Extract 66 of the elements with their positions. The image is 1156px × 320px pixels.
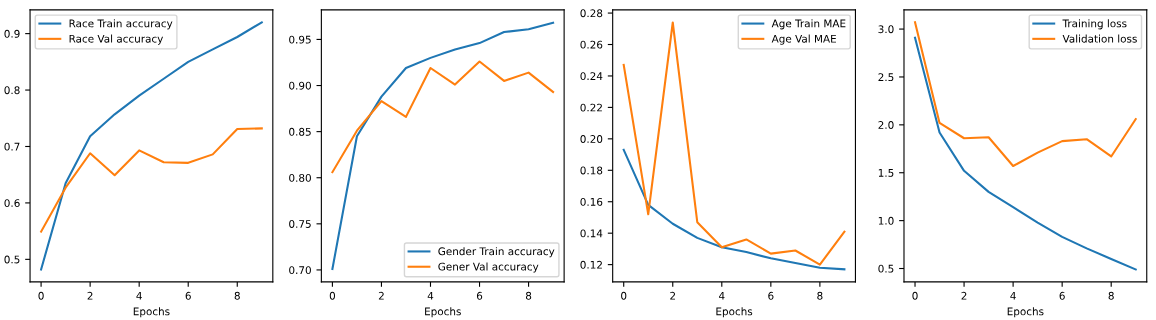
x-tick-label: 2 [378, 291, 384, 300]
y-tick-label: 0.6 [4, 199, 20, 208]
legend-label: Validation loss [1062, 34, 1137, 43]
line-series [331, 60, 555, 174]
x-tick-label: 8 [1108, 291, 1114, 300]
legend-label: Training loss [1062, 19, 1127, 30]
y-tick-label: 0.24 [580, 72, 603, 81]
x-axis-title: Epochs [425, 307, 461, 318]
y-tick-label: 0.20 [580, 135, 603, 143]
x-tick-label: 6 [185, 291, 191, 300]
legend-label: Gender Train accuracy [438, 247, 555, 258]
legend-label: Gener Val accuracy [438, 262, 539, 273]
y-tick-label: 0.12 [580, 260, 602, 269]
x-tick-label: 6 [476, 291, 483, 300]
x-axis-title: Epochs [133, 307, 170, 318]
x-tick-label: 0 [621, 291, 627, 300]
y-tick-label: 3.0 [878, 25, 894, 34]
line-series [913, 21, 1137, 168]
line-series [622, 148, 846, 271]
y-tick-label: 0.95 [289, 35, 311, 44]
y-tick-label: 0.5 [4, 255, 20, 264]
y-tick-label: 0.85 [289, 127, 311, 136]
line-series [622, 21, 846, 266]
x-tick-label: 4 [719, 291, 725, 300]
line-series [40, 21, 263, 271]
y-tick-label: 0.75 [289, 220, 311, 228]
x-tick-label: 4 [1010, 291, 1016, 300]
y-tick-label: 1.0 [878, 216, 894, 225]
y-tick-label: 0.8 [4, 86, 20, 95]
x-tick-label: 0 [38, 291, 44, 300]
x-tick-label: 2 [87, 291, 93, 300]
y-tick-label: 0.26 [580, 40, 603, 49]
x-tick-label: 2 [961, 291, 967, 300]
legend-label: Age Train MAE [771, 19, 846, 30]
x-tick-label: 0 [912, 291, 918, 300]
x-tick-label: 8 [817, 291, 823, 300]
legend-label: Race Val accuracy [69, 34, 164, 45]
x-tick-label: 6 [1059, 291, 1065, 300]
y-tick-label: 2.0 [878, 121, 894, 129]
x-tick-label: 4 [427, 291, 434, 300]
x-axis-title: Epochs [716, 307, 753, 318]
y-tick-label: 1.5 [878, 169, 894, 177]
line-series [913, 36, 1137, 271]
y-tick-label: 0.28 [580, 9, 603, 18]
legend-label: Race Train accuracy [69, 19, 173, 30]
y-tick-label: 0.22 [580, 103, 602, 112]
y-tick-label: 2.5 [878, 73, 894, 82]
y-tick-label: 0.80 [289, 173, 311, 182]
y-tick-label: 0.14 [580, 229, 603, 238]
y-tick-label: 0.18 [580, 166, 603, 175]
y-tick-label: 0.9 [4, 29, 20, 38]
x-axis-title: Epochs [1007, 307, 1044, 318]
x-tick-label: 6 [768, 291, 774, 300]
y-tick-label: 0.7 [4, 142, 20, 151]
x-tick-label: 0 [329, 291, 336, 300]
line-series [331, 21, 555, 271]
y-tick-label: 0.5 [878, 264, 894, 273]
y-tick-label: 0.16 [580, 197, 603, 206]
x-tick-label: 2 [670, 291, 676, 300]
x-tick-label: 4 [136, 291, 142, 300]
x-tick-label: 8 [234, 291, 240, 300]
y-tick-label: 0.70 [289, 266, 311, 275]
line-series [40, 127, 263, 233]
y-tick-label: 0.90 [289, 81, 311, 90]
x-tick-label: 8 [525, 291, 532, 300]
legend-label: Age Val MAE [771, 34, 837, 45]
